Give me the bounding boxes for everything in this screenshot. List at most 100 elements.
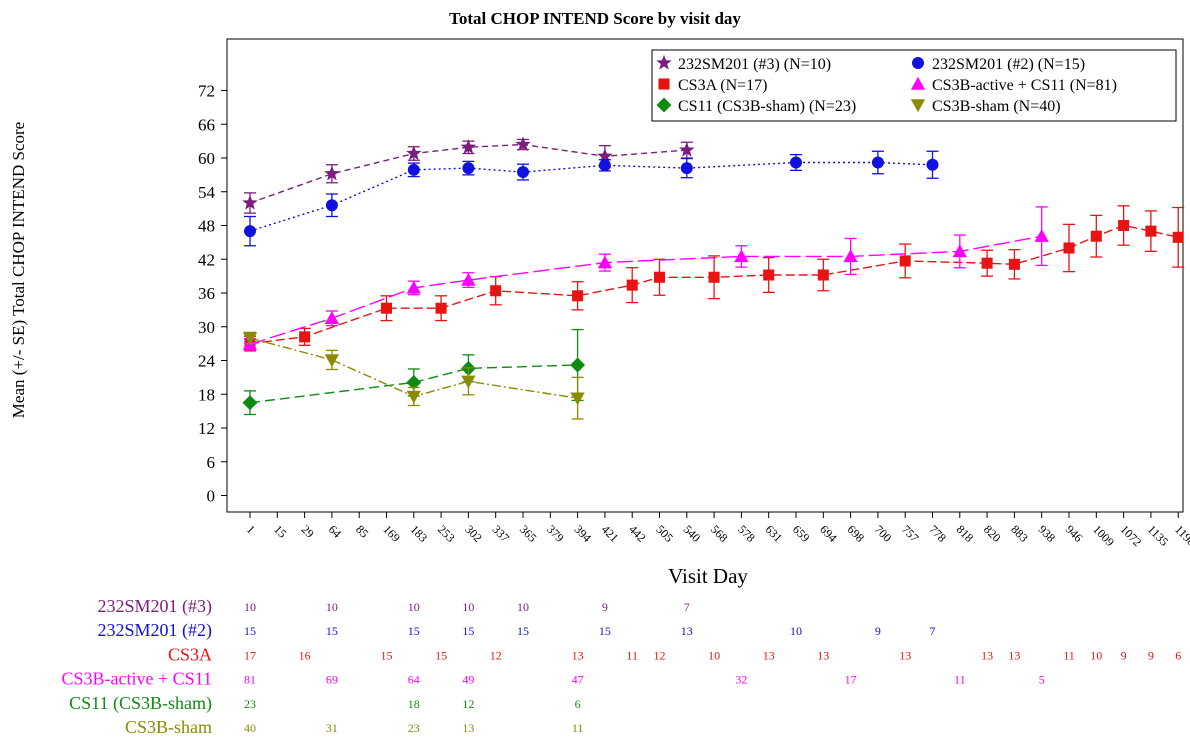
marker-circle [517,166,529,179]
marker-star [679,142,695,157]
x-tick-label: 540 [681,522,704,545]
y-tick-label: 42 [198,250,215,269]
marker-square [435,302,447,314]
series-layer [242,136,1185,420]
x-tick-label: 1198 [1172,522,1190,549]
legend-label: CS3B-sham (N=40) [932,98,1061,115]
x-tick-label: 1 [244,522,258,536]
marker-triangle [910,76,926,90]
x-tick-label: 505 [653,522,676,545]
legend-label: 232SM201 (#2) (N=15) [932,56,1085,73]
x-tick-label: 938 [1036,522,1059,545]
at-risk-count: 12 [654,648,666,662]
y-tick-label: 36 [198,284,215,303]
marker-circle [790,156,802,169]
legend: 232SM201 (#3) (N=10) 232SM201 (#2) (N=15)… [651,49,1177,122]
marker-square [1063,242,1075,254]
at-risk-count: 7 [930,624,936,638]
at-risk-count: 11 [626,648,638,662]
marker-square [1118,219,1130,232]
marker-star [324,165,340,181]
plot-frame [226,38,1184,513]
marker-circle [244,225,256,238]
x-tick-label: 568 [708,522,731,545]
at-risk-count: 49 [462,673,474,687]
at-risk-count: 9 [602,600,608,614]
marker-star [597,148,613,163]
series-line [249,161,933,232]
at-risk-count: 15 [326,624,338,638]
at-risk-row-label: 232SM201 (#3) [97,596,212,617]
marker-triangle [406,280,421,294]
x-tick-label: 700 [872,522,895,545]
marker-triangle [734,249,749,263]
at-risk-row-label: CS3A [168,644,212,664]
y-axis-label: Mean (+/- SE) Total CHOP INTEND Score [9,122,28,418]
x-axis-label: Visit Day [668,564,748,588]
x-tick-label: 659 [790,522,813,545]
marker-square [626,279,638,291]
marker-star [515,136,531,152]
x-tick-label: 337 [490,522,513,545]
marker-circle [325,199,338,212]
at-risk-count: 13 [763,648,775,662]
y-tick-label: 0 [207,487,216,506]
chart-title: Total CHOP INTEND Score by visit day [449,9,741,28]
at-risk-count: 15 [517,624,529,638]
x-tick-label: 1009 [1090,522,1117,549]
marker-triangle-down [406,390,421,404]
marker-square [817,269,829,281]
at-risk-count: 10 [1090,648,1102,662]
at-risk-count: 9 [875,624,881,638]
x-tick-label: 818 [954,522,977,545]
legend-label: CS3A (N=17) [678,77,767,94]
at-risk-count: 13 [462,721,474,735]
at-risk-count: 10 [408,600,420,614]
marker-square [380,302,393,314]
x-tick-label: 778 [926,522,949,545]
x-tick-label: 883 [1008,522,1031,545]
at-risk-count: 13 [681,624,693,638]
at-risk-count: 5 [1039,673,1045,687]
at-risk-count: 11 [954,673,966,687]
series-3 [242,206,1049,351]
marker-diamond [406,374,422,390]
marker-square [653,271,666,283]
marker-star [656,54,672,70]
marker-square [981,257,993,269]
at-risk-count: 15 [435,648,447,662]
marker-square [658,78,670,90]
x-tick-label: 64 [326,522,344,540]
x-tick-label: 946 [1063,522,1086,545]
legend-label: 232SM201 (#3) (N=10) [678,56,831,73]
y-tick-label: 24 [198,352,216,371]
at-risk-count: 10 [326,600,338,614]
at-risk-count: 17 [244,648,256,662]
y-tick-label: 12 [198,419,215,438]
at-risk-count: 69 [326,673,338,687]
at-risk-count: 40 [244,721,256,735]
at-risk-table: 232SM201 (#3) 10 10 10 10 10 9 7 232SM201 (#2) 15… [62,596,1182,737]
y-axis: 0 6 12 18 24 30 36 42 48 54 60 66 72 [198,82,227,506]
at-risk-count: 10 [517,600,529,614]
marker-square [1145,225,1157,237]
marker-square [1172,231,1184,243]
x-tick-label: 442 [626,522,649,545]
marker-triangle [1034,229,1049,242]
x-tick-label: 820 [981,522,1004,545]
marker-triangle [952,244,967,258]
marker-square [1008,258,1020,270]
at-risk-count: 15 [599,624,611,638]
at-risk-count: 13 [899,648,911,662]
series-2 [244,205,1185,352]
at-risk-count: 10 [790,624,802,638]
x-tick-label: 698 [844,522,867,545]
marker-triangle [843,249,858,263]
at-risk-count: 15 [244,624,256,638]
at-risk-count: 13 [817,648,829,662]
y-tick-label: 48 [198,217,215,236]
at-risk-row-label: CS3B-sham [125,717,212,737]
marker-diamond [570,357,586,373]
at-risk-count: 9 [1148,648,1154,662]
